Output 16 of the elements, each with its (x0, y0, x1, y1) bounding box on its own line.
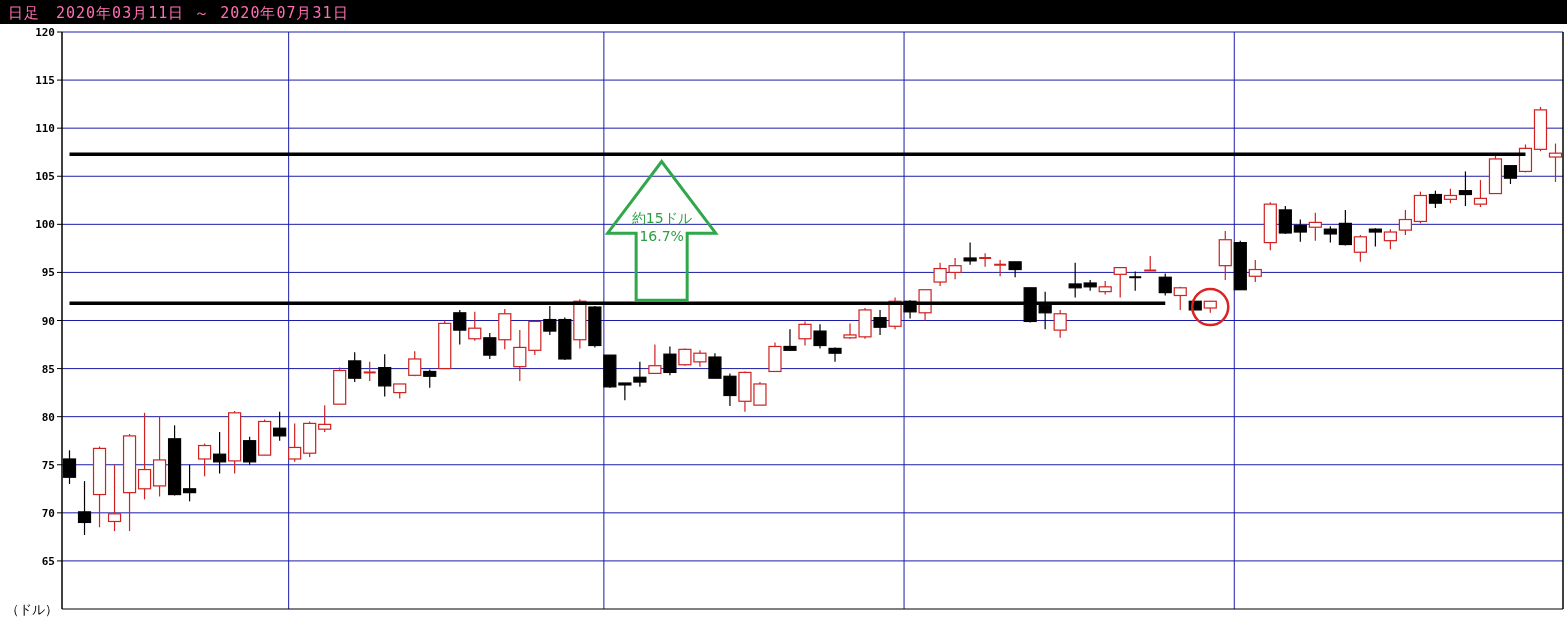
y-tick-label: 120 (35, 26, 55, 39)
y-tick-label: 110 (35, 122, 55, 136)
chart-title: 日足 2020年03月11日 ～ 2020年07月31日 (8, 4, 349, 22)
y-tick-label: 100 (35, 218, 55, 232)
y-tick-label: 105 (35, 170, 55, 184)
y-tick-label: 90 (41, 314, 55, 328)
y-axis-title: （ドル） (6, 602, 58, 617)
y-tick-label: 75 (41, 458, 55, 472)
y-tick-label: 80 (41, 410, 55, 424)
y-tick-label: 65 (41, 554, 55, 568)
annotation: 約15ドル (631, 210, 692, 227)
y-tick-label: 85 (41, 362, 55, 376)
y-tick-label: 95 (41, 266, 55, 280)
annotation: 16.7% (639, 228, 684, 245)
y-tick-label: 70 (41, 506, 55, 520)
y-tick-label: 115 (35, 74, 55, 88)
